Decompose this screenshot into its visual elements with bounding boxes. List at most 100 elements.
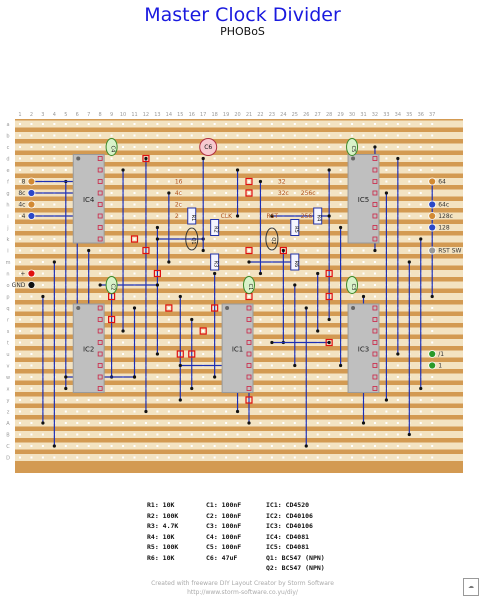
strip-hole [179,272,182,275]
strip-hole [305,169,308,171]
strip-hole [282,387,285,390]
strip-hole [328,134,331,137]
transistor-body [265,227,279,251]
strip-hole [259,456,262,459]
strip-hole [236,123,239,125]
strip-hole [419,192,422,194]
strip-hole [259,387,262,390]
resistor-body [187,207,197,225]
strip-hole [156,433,159,436]
column-number: 37 [429,112,435,118]
strip-hole [110,180,113,183]
link-pad [142,246,150,255]
strip-hole [270,364,273,367]
board-label: 32c [278,190,289,197]
ic-pin [97,340,103,345]
column-number: 30 [349,112,355,118]
strip-hole [190,295,193,298]
copper-strip [15,293,463,300]
strip-hole [202,318,205,321]
strip-hole [236,422,239,424]
strip-hole [351,261,354,263]
strip-hole [316,226,319,229]
strip-hole [179,433,182,436]
strip-hole [419,456,422,459]
strip-hole [293,238,296,240]
strip-hole [339,192,342,194]
strip-hole [156,364,159,367]
strip-hole [270,456,273,459]
strip-hole [282,226,285,229]
wire-end [327,168,331,172]
strip-hole [213,433,216,436]
strip-hole [99,410,102,413]
column-number: 10 [120,112,126,118]
strip-hole [110,422,113,424]
ic-pin [372,190,378,196]
strip-hole [282,203,285,206]
strip-hole [167,422,170,424]
strip-hole [64,134,67,137]
link-pad [245,396,253,404]
wire-end [258,271,263,276]
strip-hole [259,318,262,321]
column-number: 26 [303,112,309,118]
strip-hole [167,284,170,286]
strip-hole [225,169,228,171]
strip-hole [41,123,44,125]
wire-end [213,271,217,276]
copper-strip [15,235,463,243]
strip-hole [179,226,182,229]
strip-hole [53,226,56,229]
strip-hole [316,422,319,424]
strip-hole [30,134,33,137]
strip-hole [179,203,182,206]
strip-hole [362,261,365,263]
side-label-left: 8 [22,179,26,186]
strip-hole [213,134,216,137]
strip-hole [64,410,67,413]
strip-hole [213,445,216,447]
strip-hole [213,192,216,194]
strip-hole [213,422,216,424]
strip-hole [19,353,21,355]
resistor-body [313,207,323,225]
strip-hole [19,410,21,413]
strip-hole [408,134,411,137]
ic-pin [372,317,378,322]
transistor-label: Q1 [190,237,196,244]
strip-hole [179,445,182,447]
row-letter: l [7,249,8,255]
copper-strip [15,419,463,427]
strip-hole [248,123,250,125]
strip-hole [19,157,21,160]
wire-end [327,214,331,218]
strip-hole [225,226,228,229]
strip-hole [351,445,354,447]
strip-hole [316,353,319,355]
footer-url[interactable]: http://www.storm-software.co.yu/diy/ [187,589,298,596]
strip-hole [270,410,273,413]
strip-hole [87,123,90,125]
ic-pin1-marker [225,306,230,310]
strip-hole [225,410,228,413]
strip-hole [122,456,125,459]
strip-hole [431,445,434,447]
strip-hole [19,123,21,125]
strip-hole [87,134,90,137]
strip-hole [110,192,113,194]
column-number: 2 [30,112,33,118]
strip-hole [351,134,354,137]
strip-hole [110,410,113,413]
row-letter: u [6,352,9,358]
strip-hole [30,341,33,344]
strip-hole [419,134,422,137]
strip-hole [396,410,399,413]
strip-hole [190,433,193,436]
ic-pin [97,236,103,242]
row-letter: e [6,168,9,174]
electrolytic-label: C6 [204,144,212,151]
strip-hole [282,169,285,171]
strip-hole [282,157,285,160]
column-number: 12 [143,112,149,118]
